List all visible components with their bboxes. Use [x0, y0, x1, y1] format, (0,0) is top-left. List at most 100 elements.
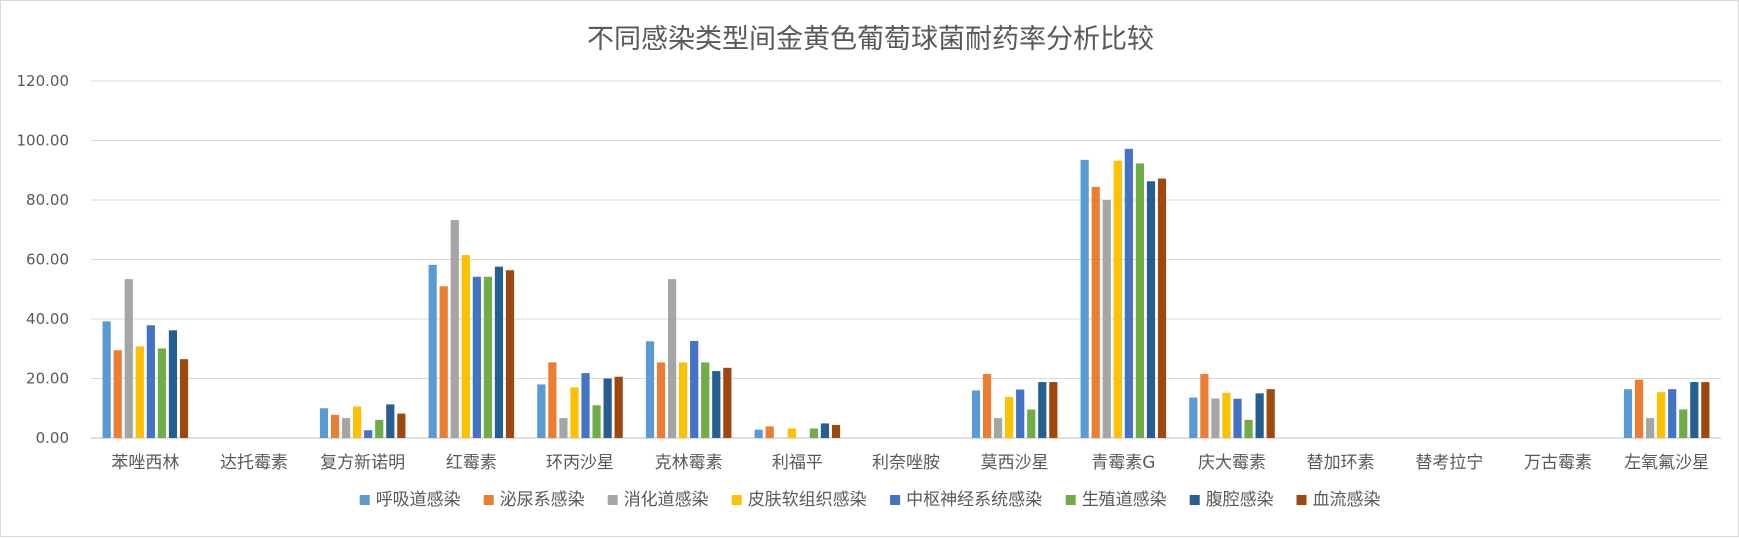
legend-label: 血流感染 — [1313, 490, 1381, 510]
bar — [461, 255, 470, 438]
bar — [1255, 393, 1264, 438]
bar — [102, 321, 111, 438]
bar — [1200, 374, 1209, 438]
bar — [614, 376, 623, 438]
x-category-label: 青霉素G — [1091, 453, 1155, 473]
bar — [319, 408, 329, 438]
bar — [146, 325, 155, 438]
bar — [494, 266, 504, 438]
bar — [1634, 379, 1644, 438]
bar — [353, 406, 362, 438]
bar — [765, 426, 774, 438]
category-label-layer: 苯唑西林 达托霉素 复方新诺明 红霉素 环丙沙星 克林霉素 利福平 利奈唑胺 莫西沙星 青霉素G 庆… — [111, 453, 1709, 473]
bar — [397, 413, 406, 438]
x-category-label: 环丙沙星 — [546, 453, 614, 473]
bar — [179, 359, 189, 438]
bar — [1049, 382, 1058, 438]
bar — [1623, 389, 1633, 438]
x-category-label: 左氧氟沙星 — [1624, 453, 1709, 473]
legend-label: 呼吸道感染 — [376, 490, 461, 510]
bar — [548, 362, 557, 438]
bar — [428, 264, 437, 438]
bar — [135, 346, 144, 438]
legend-swatch — [890, 495, 901, 505]
bar — [1211, 398, 1220, 438]
y-tick-label: 100.00 — [17, 132, 70, 150]
legend-swatch — [1296, 495, 1307, 505]
bar — [1189, 397, 1198, 438]
bar — [1266, 389, 1275, 438]
x-category-label: 苯唑西林 — [111, 453, 179, 473]
bar — [1102, 200, 1111, 438]
bar — [1038, 382, 1047, 438]
bar — [1113, 160, 1122, 439]
legend-label: 中枢神经系统感染 — [906, 490, 1042, 510]
bar — [1690, 382, 1699, 438]
x-category-label: 万古霉素 — [1524, 453, 1592, 473]
bar — [124, 279, 133, 438]
bar — [656, 362, 666, 438]
x-category-label: 红霉素 — [446, 453, 497, 473]
legend-label: 生殖道感染 — [1082, 490, 1167, 510]
bar — [364, 430, 373, 438]
bar — [831, 424, 841, 438]
bar — [570, 387, 579, 438]
legend-label: 消化道感染 — [624, 490, 709, 510]
bar — [168, 330, 178, 438]
bar — [483, 276, 493, 438]
legend-swatch — [731, 495, 742, 505]
bar — [712, 371, 721, 438]
y-tick-label: 20.00 — [26, 370, 69, 388]
bar — [157, 348, 167, 438]
bar — [645, 341, 655, 438]
bar — [1027, 409, 1036, 438]
y-tick-label: 80.00 — [26, 191, 69, 209]
bar — [559, 418, 568, 438]
chart-title: 不同感染类型间金黄色葡萄球菌耐药率分析比较 — [587, 24, 1154, 55]
bar — [1146, 181, 1156, 438]
bar — [679, 362, 688, 438]
bar — [603, 378, 612, 438]
bar — [330, 414, 340, 438]
bar — [386, 404, 395, 438]
y-tick-label: 0.00 — [36, 429, 69, 447]
bar — [1679, 409, 1688, 438]
bar — [450, 219, 459, 438]
bar — [537, 384, 546, 438]
bar — [1645, 418, 1655, 438]
bar — [690, 341, 699, 438]
bar — [1016, 389, 1025, 438]
bar — [1657, 392, 1666, 438]
legend-swatch — [607, 495, 618, 505]
y-tick-label: 120.00 — [17, 72, 70, 90]
legend-label: 皮肤软组织感染 — [748, 490, 867, 510]
x-category-label: 利奈唑胺 — [872, 453, 940, 473]
legend: 呼吸道感染 泌尿系感染 消化道感染 皮肤软组织感染 中枢神经系统感染 生殖道感染 腹腔感染 血… — [359, 490, 1381, 510]
bar — [993, 418, 1003, 438]
bar — [982, 374, 992, 438]
bar — [472, 276, 481, 438]
bar — [113, 350, 122, 438]
bar-layer — [102, 148, 1710, 439]
y-tick-layer: 0.00 20.00 40.00 60.00 80.00 100.00 120.00 — [17, 72, 70, 447]
legend-swatch — [1189, 495, 1200, 505]
x-category-label: 莫西沙星 — [981, 453, 1049, 473]
x-category-label: 复方新诺明 — [320, 453, 405, 473]
bar — [592, 405, 601, 438]
bar — [1222, 392, 1231, 438]
x-category-label: 替考拉宁 — [1415, 453, 1483, 473]
bar — [787, 428, 796, 438]
bar — [1244, 419, 1253, 438]
bar — [439, 286, 448, 438]
y-tick-label: 60.00 — [26, 251, 69, 269]
bar — [971, 390, 981, 438]
bar — [754, 429, 763, 438]
bar — [1701, 382, 1710, 438]
x-category-label: 达托霉素 — [220, 453, 288, 473]
bar — [1091, 186, 1100, 438]
x-category-label: 庆大霉素 — [1198, 453, 1266, 473]
bar — [667, 279, 677, 438]
bar — [1233, 398, 1242, 438]
